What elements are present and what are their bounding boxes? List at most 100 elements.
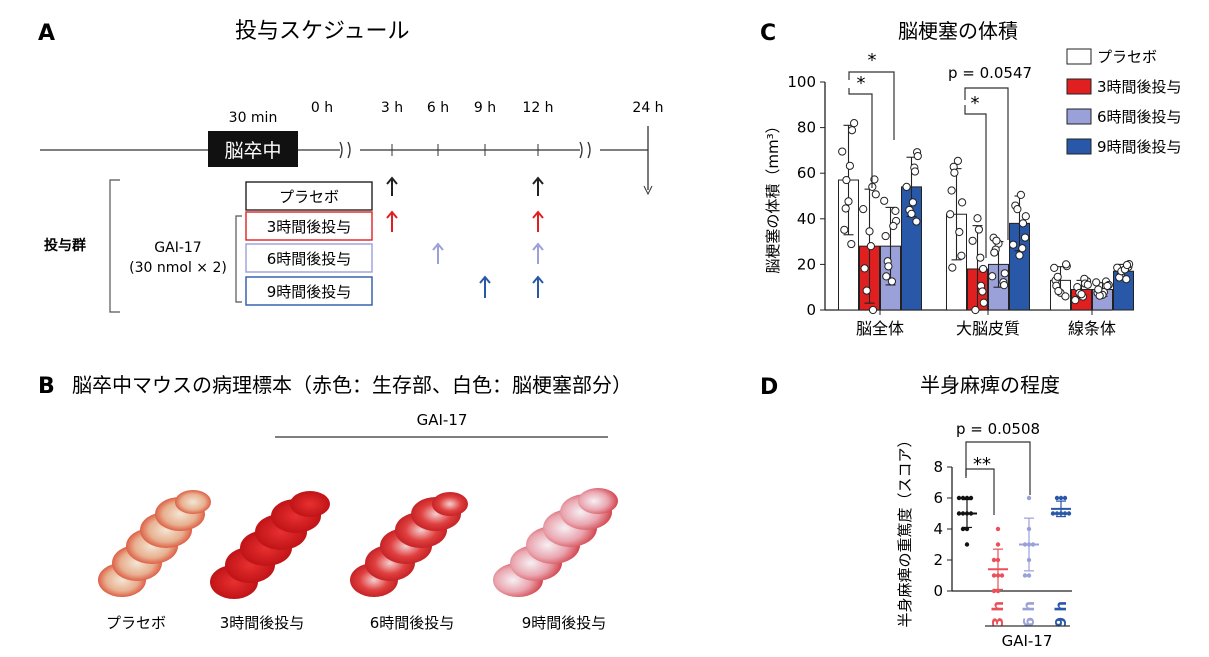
time-label: 0 h xyxy=(311,100,333,116)
data-point xyxy=(1054,511,1060,516)
data-point xyxy=(891,206,900,215)
y-tick-label: 0 xyxy=(806,301,816,319)
y-tick-label: 60 xyxy=(797,164,816,182)
data-point xyxy=(956,511,962,516)
specimen-label: プラセボ xyxy=(106,614,166,632)
time-label: 24 h xyxy=(632,100,663,116)
legend-label: 9時間後投与 xyxy=(1097,138,1182,156)
data-point xyxy=(840,225,849,234)
data-point xyxy=(1026,573,1032,578)
stroke-box xyxy=(208,131,298,167)
data-point xyxy=(948,263,957,272)
data-point xyxy=(1062,495,1068,501)
data-point xyxy=(974,225,984,234)
data-point xyxy=(964,495,970,501)
significance-star: * xyxy=(971,93,980,114)
panel-a: A 投与スケジュール 脳卒中 30 min 0 h 3 h 6 h 9 h 12 xyxy=(38,19,664,313)
panel-d: D 半身麻痺の程度 半身麻痺の重篤度（スコア） 0 2 4 6 8 3 h 6 h 9 h *… xyxy=(760,373,1072,650)
data-point xyxy=(1054,286,1063,296)
data-point xyxy=(947,186,956,195)
panel-b-letter: B xyxy=(38,374,55,399)
time-label: 9 h xyxy=(474,100,496,116)
group-box-6h xyxy=(245,243,373,273)
data-point xyxy=(953,156,963,165)
dose-arrows xyxy=(386,176,544,298)
legend-swatch xyxy=(1066,48,1092,65)
data-point xyxy=(1026,557,1032,563)
data-point xyxy=(866,242,876,251)
data-point xyxy=(1058,495,1064,501)
significance-brackets-d xyxy=(965,441,1031,515)
axis-break-icon xyxy=(579,141,591,159)
arrow-up-icon xyxy=(479,275,491,298)
data-point xyxy=(881,231,890,241)
data-point xyxy=(957,251,966,260)
y-tick-label: 100 xyxy=(787,73,816,91)
data-point xyxy=(870,175,879,184)
data-point xyxy=(964,526,970,532)
data-point xyxy=(1018,244,1027,253)
panel-a-letter: A xyxy=(38,21,55,46)
group-box-label: プラセボ xyxy=(279,188,339,206)
data-point xyxy=(908,198,918,207)
stroke-box-label: 脳卒中 xyxy=(224,140,281,162)
arrow-up-icon xyxy=(532,275,544,298)
panel-c-title: 脳梗塞の体積 xyxy=(898,19,1018,43)
arrow-up-icon xyxy=(432,242,444,264)
axis-break-icon xyxy=(339,141,351,159)
data-point xyxy=(968,495,974,501)
data-point xyxy=(979,264,988,274)
arrow-up-icon xyxy=(386,176,398,196)
data-point xyxy=(1053,272,1062,281)
specimen-6h xyxy=(350,492,468,597)
panel-b: B 脳卒中マウスの病理標本（赤色：生存部、白色：脳梗塞部分） GAI-17 xyxy=(38,373,632,632)
data-point xyxy=(1013,205,1022,214)
data-point xyxy=(995,588,1001,594)
panel-d-letter: D xyxy=(760,375,778,400)
x-tick-label: 脳全体 xyxy=(856,319,904,338)
data-point xyxy=(1092,278,1101,287)
panel-c-ylabel: 脳梗塞の体積（mm³） xyxy=(764,118,782,273)
specimen-label: 3時間後投与 xyxy=(220,614,305,632)
time-labels: 30 min 0 h 3 h 6 h 9 h 12 h 24 h xyxy=(229,100,664,126)
data-point xyxy=(1122,275,1131,284)
data-point xyxy=(850,119,859,128)
data-point xyxy=(973,214,982,223)
data-point xyxy=(988,272,997,281)
arrow-up-icon xyxy=(532,242,544,264)
drug-label: GAI-17 xyxy=(154,240,201,256)
group-label: 投与群 xyxy=(44,237,86,254)
data-point xyxy=(992,236,1001,245)
arrow-up-icon xyxy=(532,176,544,196)
time-label: 12 h xyxy=(522,100,553,116)
data-point xyxy=(946,210,955,219)
data-point xyxy=(995,526,1001,532)
data-point xyxy=(960,526,966,532)
data-point xyxy=(995,573,1001,578)
y-tick-label: 2 xyxy=(933,551,943,569)
x-tick-label: 6 h xyxy=(1020,601,1038,627)
specimen-label: 6時間後投与 xyxy=(370,614,455,632)
group-box-label: 9時間後投与 xyxy=(267,283,352,301)
arrow-up-icon xyxy=(532,210,544,232)
data-point xyxy=(882,272,891,281)
data-point xyxy=(889,221,898,231)
drug-bracket xyxy=(235,215,242,303)
data-point xyxy=(1071,296,1080,305)
group-box-label: 6時間後投与 xyxy=(267,250,352,268)
specimen-placebo xyxy=(98,490,211,597)
data-point xyxy=(902,182,911,191)
data-point xyxy=(971,305,980,315)
y-tick-label: 0 xyxy=(933,582,943,600)
data-point xyxy=(880,196,889,205)
data-point xyxy=(1054,495,1060,501)
data-point xyxy=(913,151,922,161)
specimen-9h xyxy=(493,488,618,597)
arrow-up-icon xyxy=(386,210,398,232)
data-point xyxy=(842,175,851,185)
panel-d-group-header: GAI-17 xyxy=(1002,632,1053,650)
legend-c: プラセボ 3時間後投与 6時間後投与 9時間後投与 xyxy=(1066,48,1182,156)
panel-c: C 脳梗塞の体積 脳梗塞の体積（mm³） 0 20 40 60 80 100 脳全体 大脳皮質… xyxy=(760,19,1182,338)
legend-label: プラセボ xyxy=(1097,48,1157,66)
